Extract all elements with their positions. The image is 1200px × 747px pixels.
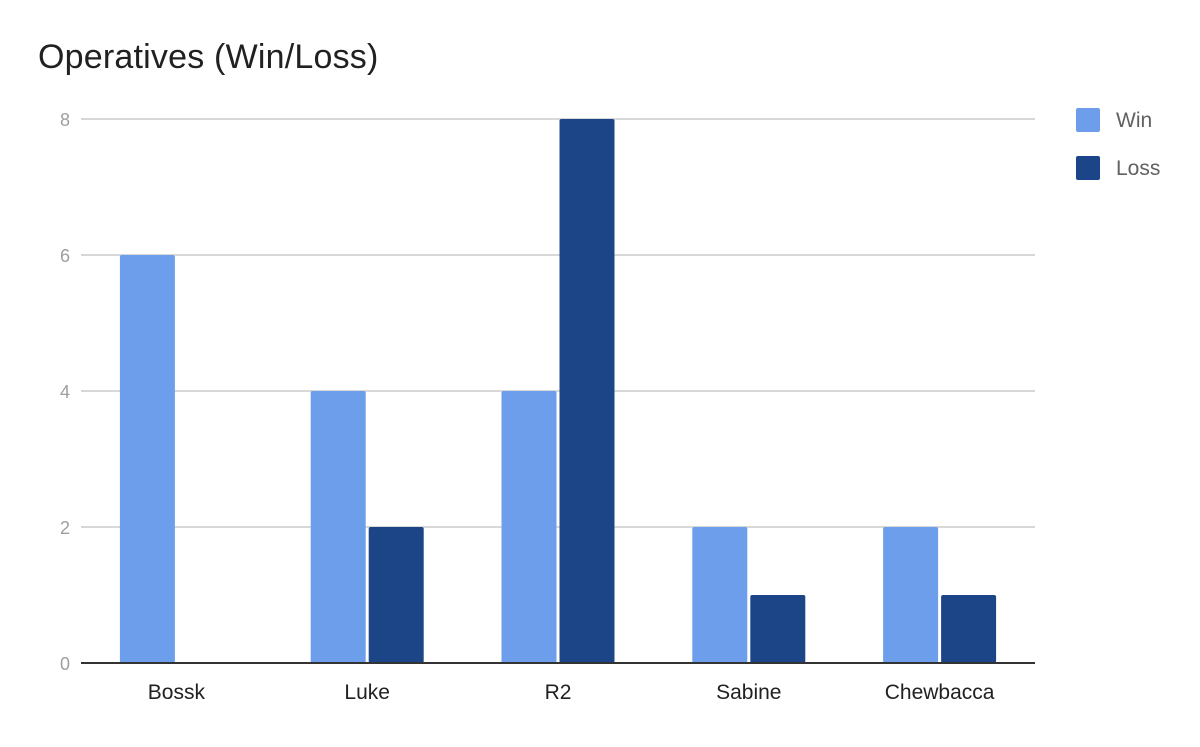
bar-win-chewbacca [883, 527, 939, 663]
bar-win-bossk [119, 255, 175, 663]
x-axis-ticks: Bossk Luke R2 Sabine Chewbacca [148, 681, 995, 704]
bar-loss-r2 [559, 119, 615, 663]
chart-title: Operatives (Win/Loss) [38, 38, 379, 76]
y-tick-label: 6 [60, 246, 70, 266]
bar-loss-luke [368, 527, 424, 663]
gridlines [81, 118, 1035, 528]
bar-win-r2 [501, 391, 557, 663]
x-tick-label: Chewbacca [885, 681, 995, 704]
legend-swatch-loss [1076, 156, 1100, 180]
bar-loss-sabine [750, 595, 806, 663]
x-tick-label: Bossk [148, 681, 206, 704]
bar-win-sabine [692, 527, 748, 663]
legend: Win Loss [1076, 108, 1160, 180]
bar-win-luke [310, 391, 366, 663]
y-tick-label: 8 [60, 110, 70, 130]
legend-label-loss: Loss [1116, 157, 1160, 180]
bars [119, 119, 997, 663]
x-tick-label: Luke [344, 681, 390, 704]
bar-loss-chewbacca [941, 595, 997, 663]
y-tick-label: 2 [60, 518, 70, 538]
legend-swatch-win [1076, 108, 1100, 132]
legend-label-win: Win [1116, 109, 1152, 132]
x-tick-label: Sabine [716, 681, 781, 704]
y-tick-label: 4 [60, 382, 70, 402]
x-tick-label: R2 [545, 681, 572, 704]
y-axis-ticks: 0 2 4 6 8 [60, 110, 70, 674]
y-tick-label: 0 [60, 654, 70, 674]
